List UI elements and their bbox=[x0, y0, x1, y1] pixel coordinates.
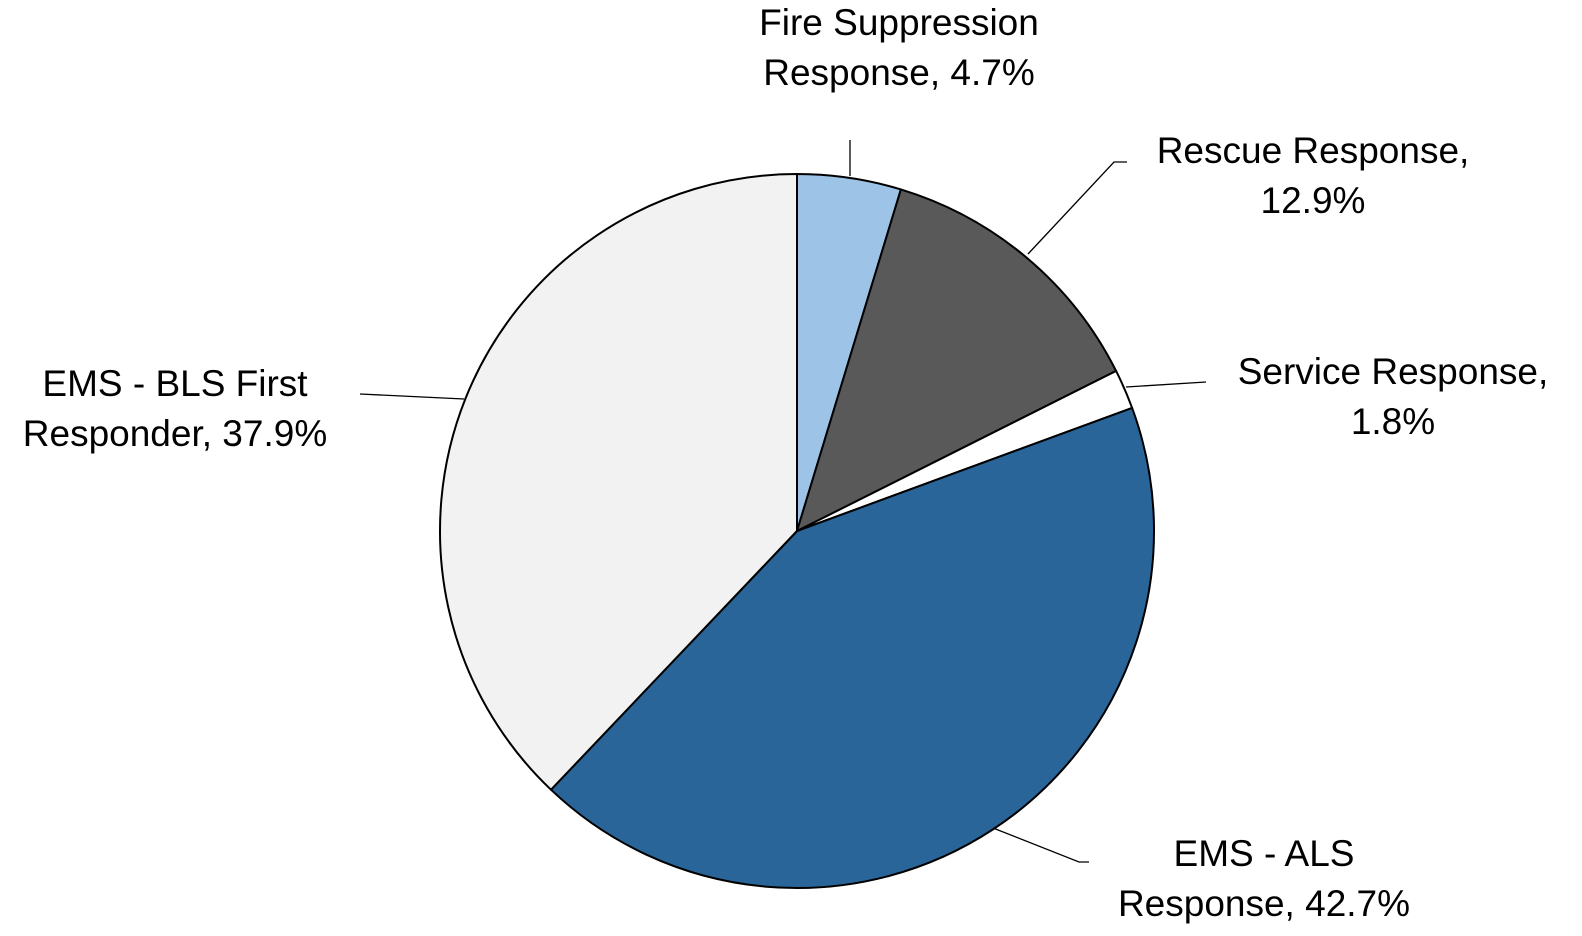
leader-line bbox=[992, 827, 1089, 863]
slice-label: EMS - ALS Response, 42.7% bbox=[1118, 833, 1410, 924]
slice-label-line: Fire Suppression bbox=[759, 2, 1039, 43]
leader-line bbox=[1125, 381, 1207, 388]
slice-label-line: Responder, 37.9% bbox=[23, 413, 327, 454]
leader-line bbox=[359, 393, 465, 400]
slice-label-line: Rescue Response, bbox=[1157, 130, 1470, 171]
slice-label: EMS - BLS First Responder, 37.9% bbox=[23, 363, 327, 454]
slice-label-line: 1.8% bbox=[1351, 401, 1435, 442]
pie-slice-rescue-response bbox=[796, 188, 1118, 532]
pie-slice-ems-als-response bbox=[549, 406, 1156, 889]
leader-lines-layer bbox=[359, 140, 1207, 863]
slices-layer bbox=[439, 173, 1156, 889]
slice-label: Fire Suppression Response, 4.7% bbox=[759, 2, 1039, 93]
slice-label-line: 12.9% bbox=[1261, 180, 1366, 221]
slice-label-line: Response, 4.7% bbox=[763, 52, 1035, 93]
pie-slice-ems-bls-first-responder bbox=[439, 173, 798, 791]
slice-label-line: Service Response, bbox=[1238, 351, 1549, 392]
slice-label: Rescue Response, 12.9% bbox=[1157, 130, 1470, 221]
labels-layer: Fire Suppression Response, 4.7% Rescue Res… bbox=[23, 2, 1548, 924]
leader-line bbox=[1027, 161, 1127, 255]
slice-label-line: Response, 42.7% bbox=[1118, 883, 1410, 924]
slice-label-line: EMS - ALS bbox=[1174, 833, 1355, 874]
slice-label: Service Response, 1.8% bbox=[1238, 351, 1549, 442]
slice-label-line: EMS - BLS First bbox=[42, 363, 308, 404]
